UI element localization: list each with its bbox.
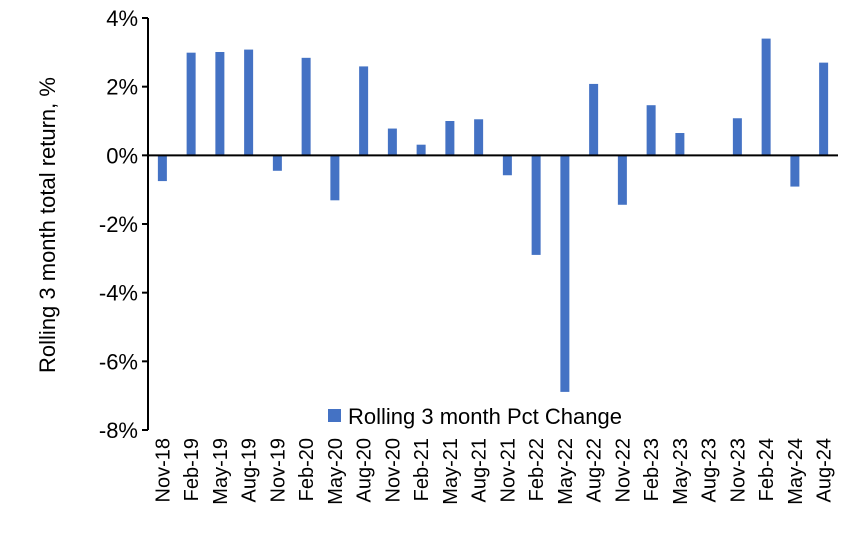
bar-Aug-24: [819, 62, 829, 156]
x-tick-label: May-20: [325, 438, 347, 505]
bar-May-24: [790, 155, 800, 187]
bar-Nov-22: [617, 155, 627, 205]
bar-Feb-22: [531, 155, 541, 255]
y-tick-label: -2%: [99, 212, 138, 237]
x-tick-label: Aug-23: [699, 438, 721, 503]
y-axis-label: Rolling 3 month total return, %: [35, 77, 60, 373]
x-tick-label: Feb-19: [181, 438, 203, 501]
x-tick-label: Feb-22: [526, 438, 548, 501]
x-tick-label: Nov-22: [612, 438, 634, 502]
x-tick-label: Aug-24: [814, 438, 836, 503]
x-tick-label: May-22: [555, 438, 577, 505]
y-tick-label: -8%: [99, 418, 138, 443]
bar-Nov-20: [387, 128, 397, 156]
bar-Nov-21: [502, 155, 512, 176]
legend-swatch: [328, 409, 341, 422]
x-tick-label: May-19: [210, 438, 232, 505]
x-tick-label: May-23: [670, 438, 692, 505]
y-ticks: 4% 2% 0% -2% -4% -6% -8%: [99, 6, 148, 443]
bar-Nov-18: [157, 155, 167, 182]
x-tick-label: Feb-20: [296, 438, 318, 501]
y-tick-label: -4%: [99, 281, 138, 306]
bar-May-23: [675, 133, 685, 156]
bar-Feb-20: [301, 57, 311, 156]
y-tick-label: 4%: [106, 6, 138, 31]
bar-Feb-19: [186, 52, 196, 156]
bar-May-22: [560, 155, 570, 392]
y-tick-label: -6%: [99, 349, 138, 374]
y-tick-label: 0%: [106, 143, 138, 168]
bar-Aug-21: [474, 119, 484, 156]
x-tick-label: Aug-21: [469, 438, 491, 503]
bar-Aug-22: [589, 83, 599, 156]
x-tick-label: Nov-19: [267, 438, 289, 502]
x-tick-label: Nov-23: [727, 438, 749, 502]
bar-Nov-23: [732, 118, 742, 156]
x-tick-label: Aug-19: [239, 438, 261, 503]
x-ticks: Nov-18 Feb-19 May-19 Aug-19 Nov-19 Feb-20 May-…: [152, 438, 835, 505]
bar-Aug-20: [359, 66, 369, 156]
x-tick-label: May-24: [785, 438, 807, 505]
x-tick-label: Nov-20: [382, 438, 404, 502]
legend: Rolling 3 month Pct Change: [328, 404, 622, 429]
bar-May-20: [330, 155, 340, 201]
bar-Nov-19: [272, 155, 282, 171]
x-tick-label: Nov-18: [152, 438, 174, 502]
bar-Feb-23: [646, 105, 656, 156]
x-tick-label: Feb-24: [756, 438, 778, 501]
x-tick-label: Nov-21: [497, 438, 519, 502]
x-tick-label: Feb-21: [411, 438, 433, 501]
bar-May-21: [445, 121, 455, 156]
x-tick-label: Aug-22: [584, 438, 606, 503]
bar-May-19: [215, 51, 225, 156]
bar-Aug-19: [244, 49, 254, 156]
bars: [157, 38, 829, 392]
x-tick-label: May-21: [440, 438, 462, 505]
bar-Feb-21: [416, 144, 426, 156]
x-tick-label: Feb-23: [641, 438, 663, 501]
y-tick-label: 2%: [106, 75, 138, 100]
x-tick-label: Aug-20: [354, 438, 376, 503]
bar-Feb-24: [761, 38, 771, 156]
legend-label: Rolling 3 month Pct Change: [348, 404, 622, 429]
